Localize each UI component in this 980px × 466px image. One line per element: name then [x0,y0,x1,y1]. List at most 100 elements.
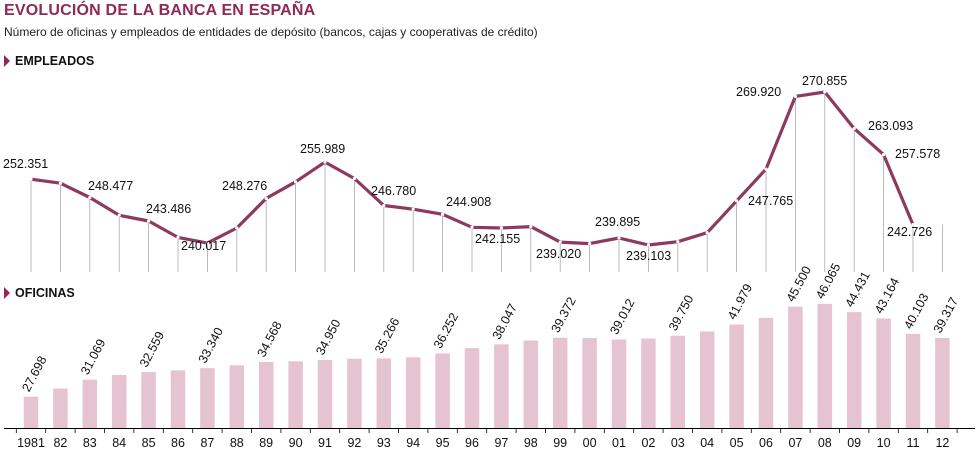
chart-subtitle: Número de oficinas y empleados de entida… [4,25,538,39]
oficinas-bar [670,335,686,428]
empleados-value-label: 270.855 [802,74,847,88]
oficinas-value-label: 38.047 [490,301,520,341]
oficinas-value-label: 33.340 [196,325,226,365]
oficinas-value-label: 43.164 [872,276,902,316]
chart-title: EVOLUCIÓN DE LA BANCA EN ESPAÑA [4,2,316,19]
empleados-value-label: 243.486 [146,202,191,216]
x-axis-label: 92 [347,436,361,450]
empleados-point [499,226,503,230]
empleados-point [646,243,651,247]
x-axis-label: 90 [289,436,303,450]
empleados-point [617,236,621,240]
empleados-point [529,225,533,229]
empleados-value-label: 242.155 [475,232,520,246]
oficinas-bar [200,368,215,428]
x-axis-label: 95 [436,436,450,450]
oficinas-value-label: 36.252 [431,310,461,350]
x-axis-label: 82 [53,436,67,450]
oficinas-bar [288,361,303,428]
oficinas-value-label: 34.568 [254,319,284,359]
x-axis-label: 98 [524,436,538,450]
oficinas-bar [111,374,127,428]
x-axis-label: 06 [759,436,773,450]
oficinas-bar [935,337,950,428]
x-axis-label: 88 [230,436,244,450]
empleados-value-label: 242.726 [887,225,932,239]
x-axis-label: 11 [907,436,920,450]
empleados-value-label: 248.276 [222,179,267,193]
x-axis-label: 85 [142,436,156,450]
oficinas-bar [729,324,744,428]
x-axis-label: 89 [259,436,273,450]
x-axis-label: 01 [612,436,626,450]
x-axis-label: 05 [730,436,744,450]
empleados-point [588,241,592,246]
oficinas-bar [405,357,421,428]
empleados-point [441,212,445,216]
empleados-value-label: 248.477 [88,179,133,193]
oficinas-value-label: 40.103 [901,291,931,331]
x-axis-label: 10 [877,436,891,450]
empleados-point [382,203,386,208]
oficinas-value-label: 41.979 [725,282,755,322]
x-axis-label: 87 [200,436,214,450]
oficinas-bar [53,388,68,428]
x-axis-label: 00 [583,436,597,450]
empleados-point [911,223,915,227]
x-axis-label: 99 [553,436,567,450]
x-axis-label: 84 [112,436,126,450]
oficinas-bar [817,303,833,428]
empleados-point [852,126,856,131]
empleados-value-label: 269.920 [736,85,781,99]
oficinas-bar [23,396,39,428]
empleados-value-label: 247.765 [748,194,793,208]
x-axis-label: 97 [494,436,508,450]
oficinas-bar [494,344,509,428]
empleados-point [352,176,356,181]
empleados-value-label: 257.578 [895,147,940,161]
empleados-value-label: 240.017 [181,239,226,253]
empleados-value-label: 263.093 [868,119,913,133]
section-oficinas-label: OFICINAS [15,286,75,300]
section-marker-icon [4,55,10,67]
oficinas-bar [641,338,656,428]
empleados-point [58,181,63,185]
empleados-line [30,90,915,247]
empleados-value-label: 239.020 [536,247,581,261]
empleados-value-label: 239.103 [626,249,671,263]
empleados-point [205,241,209,245]
oficinas-bar [435,353,450,428]
empleados-point [676,240,680,244]
empleados-point [793,94,798,99]
oficinas-value-label: 32.559 [137,329,167,369]
oficinas-bar [170,370,186,428]
oficinas-value-label: 35.266 [372,315,402,355]
empleados-point [88,195,92,200]
empleados-point [235,226,239,230]
empleados-point [823,90,827,94]
empleados-value-label: 244.908 [446,195,491,209]
oficinas-value-label: 46.065 [813,261,843,301]
oficinas-bar [788,306,803,428]
oficinas-bar [376,358,392,428]
oficinas-value-label: 31.069 [78,337,108,377]
x-axis-label: 86 [171,436,185,450]
oficinas-value-label: 39.372 [548,295,578,335]
x-axis-label: 91 [318,436,332,450]
oficinas-bar [317,360,333,428]
empleados-point [29,177,33,181]
empleados-point [764,167,768,171]
x-axis-label: 08 [818,436,832,450]
oficinas-bar [464,348,480,428]
oficinas-bar [846,312,862,428]
x-axis-label: 12 [935,436,949,450]
x-axis-label: 03 [671,436,685,450]
empleados-point [705,231,709,235]
oficinas-value-label: 39.012 [607,297,637,337]
empleados-point [176,235,180,239]
x-axis-label: 07 [788,436,802,450]
empleados-point [411,207,415,211]
oficinas-bar [258,361,274,428]
oficinas-bar [229,365,245,428]
oficinas-value-label: 39.750 [666,293,696,333]
